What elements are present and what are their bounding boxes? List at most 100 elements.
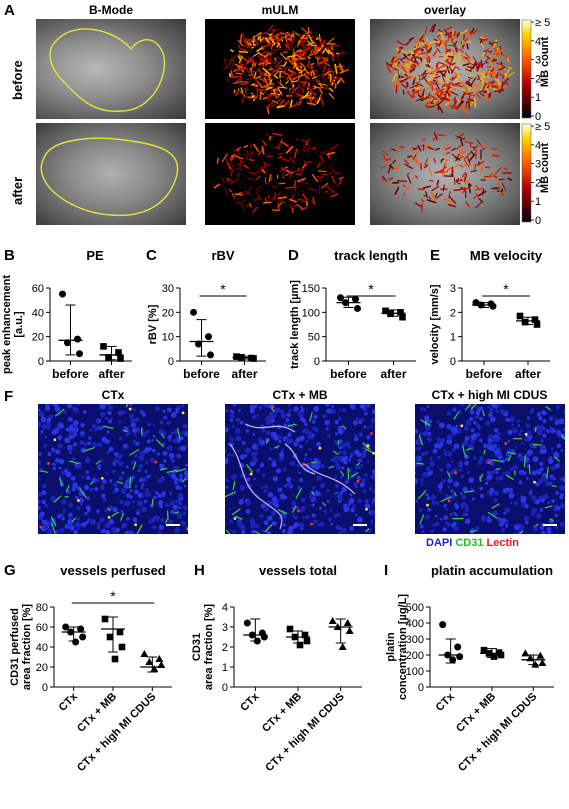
legend-cd31: CD31 [455, 537, 484, 549]
data-point [248, 631, 256, 639]
data-point [521, 318, 529, 326]
fluor-title-ctx-cdus: CTx + high MI CDUS [431, 388, 548, 402]
y-tick-label: 0 [42, 682, 48, 694]
y-tick-label: 200 [406, 650, 424, 662]
colorbar-tick: 0 [535, 215, 541, 227]
x-tick-label: before [183, 367, 220, 381]
data-point [439, 621, 447, 629]
data-point [538, 659, 547, 666]
data-point [352, 295, 359, 303]
y-tick-label: 10 [162, 332, 174, 344]
x-tick-label: before [330, 367, 367, 381]
x-tick-label: before [466, 367, 503, 381]
y-axis-label: area fraction [%] [203, 604, 215, 691]
panel-letter-i: I [384, 562, 388, 579]
colorbar-tick: 2 [535, 73, 541, 85]
y-tick-label: 2 [222, 642, 228, 654]
y-tick-label: 3 [222, 622, 228, 634]
data-point [536, 651, 545, 659]
colorbar-tick: 4 [535, 140, 541, 152]
fluor-legend: DAPI CD31 Lectin [426, 537, 519, 549]
x-tick-label: CTx [238, 690, 262, 714]
x-tick-label: after [98, 367, 124, 381]
panel-letter-h: H [194, 562, 205, 579]
data-point [333, 623, 342, 630]
row-label-after: after [10, 176, 25, 205]
y-tick-label: 150 [302, 283, 320, 295]
data-point [345, 627, 354, 634]
y-tick-label: 0 [450, 356, 456, 368]
data-point [449, 656, 457, 664]
data-point [111, 655, 119, 663]
y-axis-label: velocity [mm/s] [429, 284, 441, 364]
panel-letter-e: E [430, 247, 440, 264]
y-tick-label: 1 [450, 332, 456, 344]
x-tick-label: after [231, 367, 257, 381]
data-point [382, 307, 389, 315]
panel-letter-f: F [4, 388, 14, 405]
y-tick-label: 0 [222, 682, 228, 694]
data-point [76, 350, 83, 358]
y-tick-label: 50 [308, 332, 320, 344]
data-point [521, 649, 530, 657]
colorbar-tick: ≥ 5 [535, 17, 550, 29]
data-point [531, 660, 540, 668]
data-point [354, 304, 361, 312]
data-point [485, 650, 493, 657]
colorbar-before: ≥ 5 4 3 2 1 0 [521, 17, 550, 122]
data-point [454, 643, 462, 651]
scale-bar [166, 524, 180, 526]
colorbar-tick: 1 [535, 92, 541, 104]
x-tick-label: CTx [57, 690, 81, 714]
data-point [79, 633, 87, 641]
data-point [155, 655, 164, 662]
panel-letter-a: A [4, 2, 15, 19]
data-point [62, 623, 70, 631]
tumor-outline-after [40, 137, 179, 217]
overlay-before-image [370, 19, 520, 119]
significance-star: * [110, 588, 116, 604]
legend-lectin: Lectin [486, 537, 519, 549]
y-tick-label: 300 [406, 634, 424, 646]
data-point [303, 637, 311, 645]
y-axis-label: [a.u.] [13, 311, 25, 338]
data-point [59, 290, 66, 298]
tumor-outline-before [49, 28, 166, 112]
x-tick-label: CTx + high MI CDUS [75, 691, 158, 774]
panel-letter-g: G [4, 562, 16, 579]
plot-title: MB velocity [470, 248, 543, 263]
significance-star: * [220, 281, 226, 297]
data-point [497, 651, 505, 659]
y-tick-label: 400 [406, 618, 424, 630]
y-tick-label: 20 [162, 307, 174, 319]
data-point [150, 665, 159, 672]
data-point [190, 308, 197, 316]
fluor-image-ctx-mb [225, 404, 375, 534]
column-title-bmode: B-Mode [89, 3, 133, 17]
colorbar-tick: ≥ 5 [535, 121, 550, 133]
y-tick-label: 40 [32, 307, 44, 319]
column-title-mulm: mULM [261, 3, 299, 17]
y-tick-label: 40 [36, 642, 48, 654]
data-point [456, 653, 464, 661]
y-axis-label: CD31 [191, 633, 203, 661]
data-point [490, 653, 498, 660]
y-tick-label: 0 [168, 356, 174, 368]
scale-bar [543, 524, 557, 526]
y-tick-label: 1 [222, 662, 228, 674]
y-tick-label: 100 [406, 666, 424, 678]
mulm-after-image [205, 123, 355, 225]
data-point [286, 625, 294, 633]
data-point [100, 343, 107, 350]
significance-star: * [503, 281, 509, 297]
panel-letter-c: C [146, 247, 157, 264]
data-point [387, 310, 394, 318]
data-point [480, 646, 488, 654]
data-point [118, 643, 126, 651]
colorbar-tick: 3 [535, 55, 541, 67]
